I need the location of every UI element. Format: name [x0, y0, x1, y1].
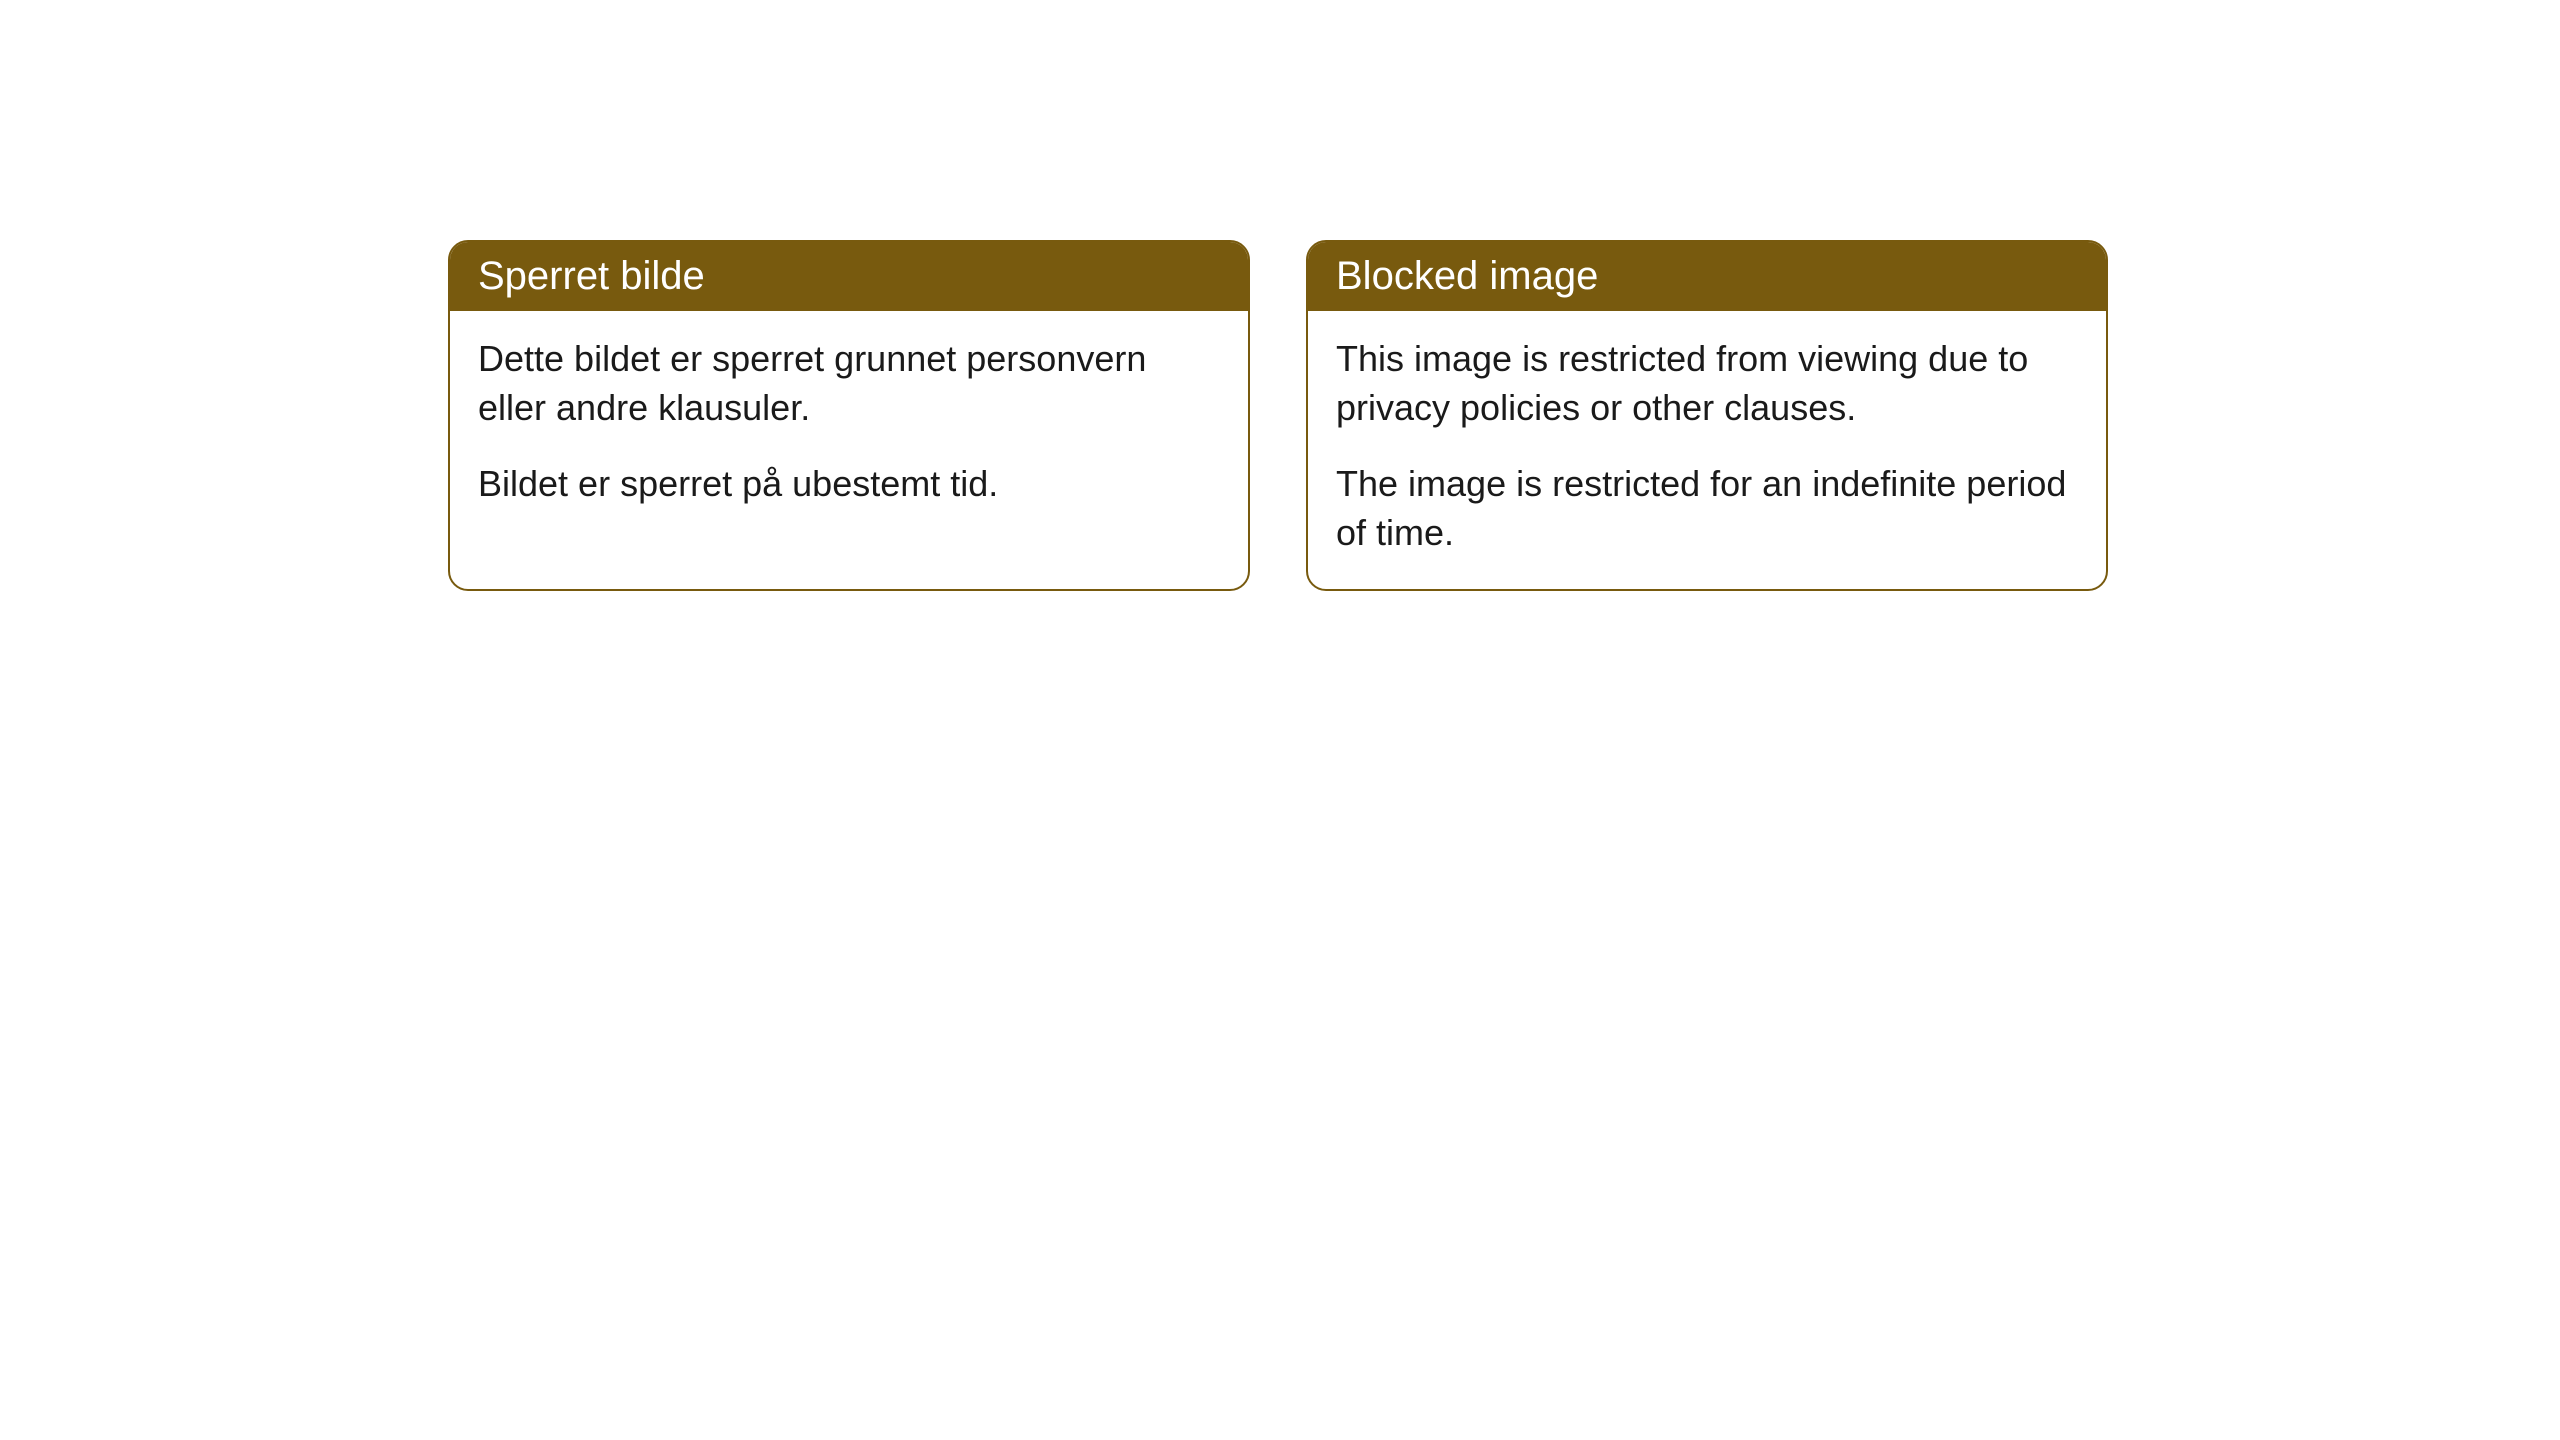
card-paragraph-2: The image is restricted for an indefinit… — [1336, 460, 2078, 557]
card-paragraph-1: This image is restricted from viewing du… — [1336, 335, 2078, 432]
card-body: Dette bildet er sperret grunnet personve… — [450, 311, 1248, 541]
blocked-image-card-norwegian: Sperret bilde Dette bildet er sperret gr… — [448, 240, 1250, 591]
card-title: Blocked image — [1336, 254, 1598, 298]
card-header: Sperret bilde — [450, 242, 1248, 311]
cards-container: Sperret bilde Dette bildet er sperret gr… — [448, 240, 2560, 591]
blocked-image-card-english: Blocked image This image is restricted f… — [1306, 240, 2108, 591]
card-body: This image is restricted from viewing du… — [1308, 311, 2106, 589]
card-paragraph-1: Dette bildet er sperret grunnet personve… — [478, 335, 1220, 432]
card-paragraph-2: Bildet er sperret på ubestemt tid. — [478, 460, 1220, 509]
card-title: Sperret bilde — [478, 254, 705, 298]
card-header: Blocked image — [1308, 242, 2106, 311]
